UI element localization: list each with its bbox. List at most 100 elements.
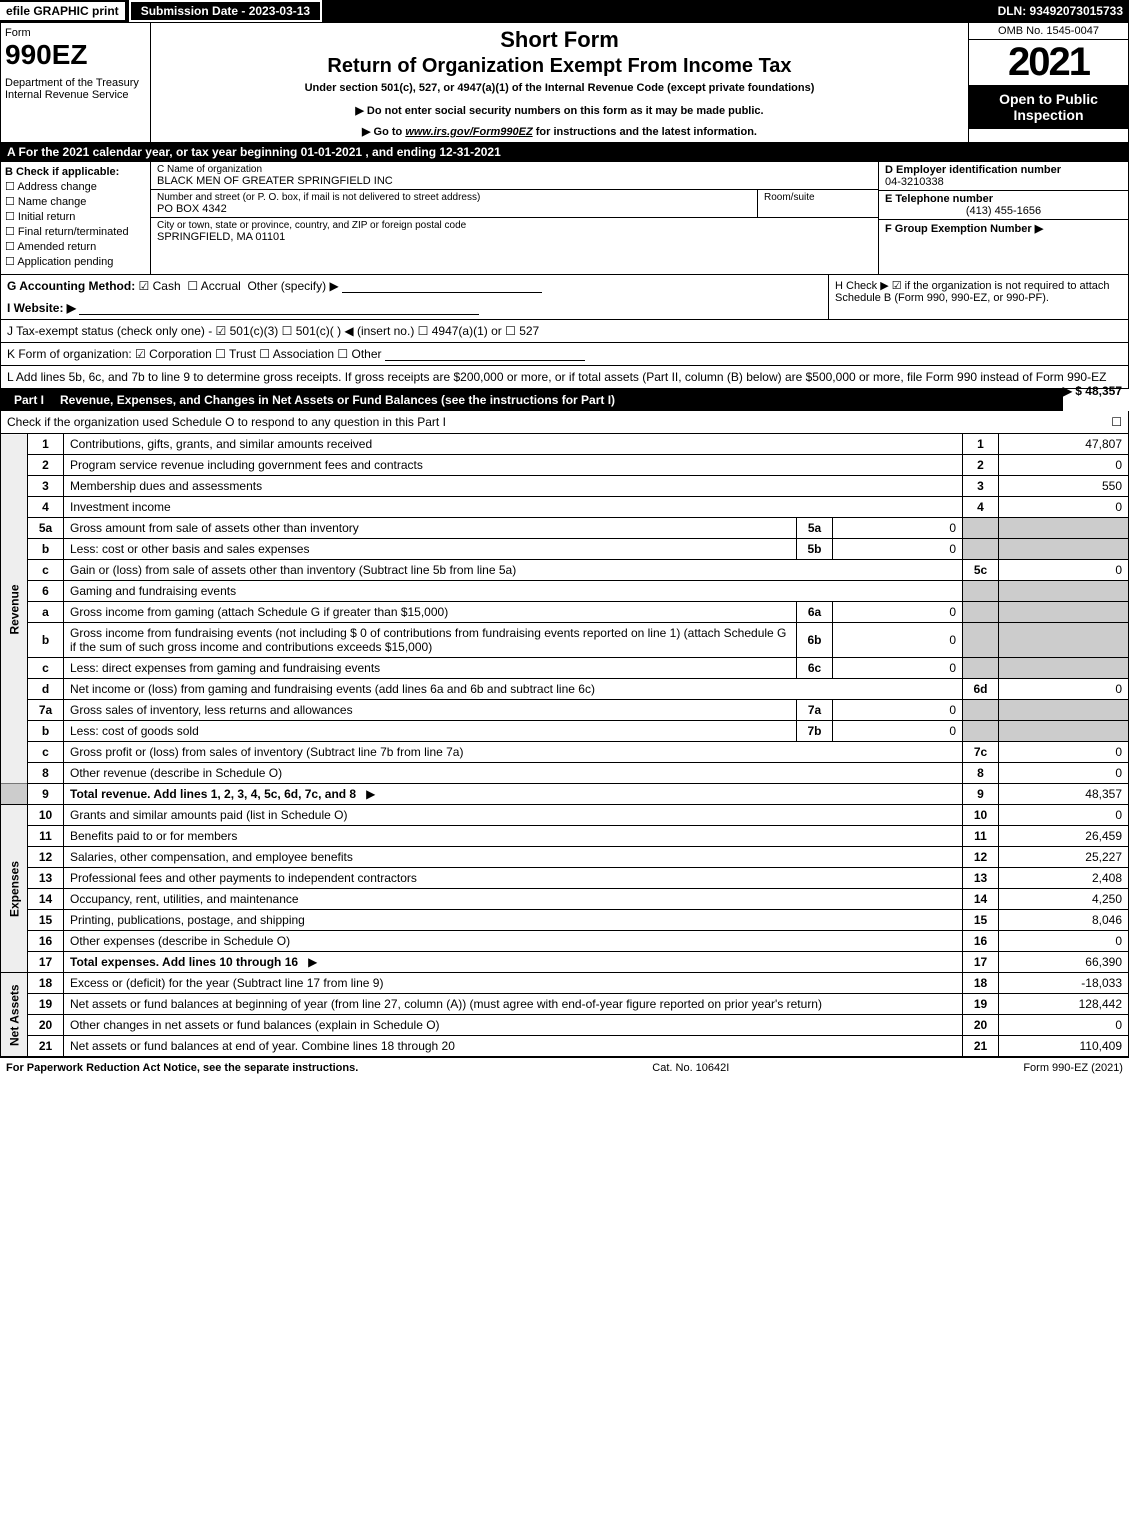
dln-label: DLN: 93492073015733 (992, 2, 1129, 20)
l12-boxnum: 12 (963, 847, 999, 868)
l6a-shade1 (963, 602, 999, 623)
l9-lead (1, 784, 28, 805)
l13-boxnum: 13 (963, 868, 999, 889)
donot-text: ▶ Do not enter social security numbers o… (155, 104, 964, 117)
line-8: 8 Other revenue (describe in Schedule O)… (1, 763, 1129, 784)
l19-boxval: 128,442 (999, 994, 1129, 1015)
part1-check-text: Check if the organization used Schedule … (7, 415, 446, 429)
l6c-subnum: 6c (797, 658, 833, 679)
l7c-desc: Gross profit or (loss) from sales of inv… (64, 742, 963, 763)
room-label: Room/suite (764, 192, 872, 203)
footer-cat: Cat. No. 10642I (652, 1062, 729, 1074)
l9-desc: Total revenue. Add lines 1, 2, 3, 4, 5c,… (64, 784, 963, 805)
l7c-boxnum: 7c (963, 742, 999, 763)
chk-address-change[interactable]: Address change (5, 180, 146, 193)
row-g: G Accounting Method: Cash Accrual Other … (1, 275, 828, 319)
org-name-label: C Name of organization (157, 164, 872, 175)
l14-boxval: 4,250 (999, 889, 1129, 910)
line-14: 14Occupancy, rent, utilities, and mainte… (1, 889, 1129, 910)
l18-boxnum: 18 (963, 973, 999, 994)
l20-desc: Other changes in net assets or fund bala… (64, 1015, 963, 1036)
g-other[interactable]: Other (specify) ▶ (247, 279, 338, 293)
line-13: 13Professional fees and other payments t… (1, 868, 1129, 889)
footer-form: Form 990-EZ (2021) (1023, 1062, 1123, 1074)
line-6c: c Less: direct expenses from gaming and … (1, 658, 1129, 679)
part1-check-box[interactable]: ☐ (1111, 415, 1122, 429)
row-a-tax-year: A For the 2021 calendar year, or tax yea… (0, 143, 1129, 162)
l2-num: 2 (28, 455, 64, 476)
website-input[interactable] (79, 301, 479, 315)
g-accrual[interactable]: Accrual (187, 279, 240, 293)
l6-shade2 (999, 581, 1129, 602)
line-11: 11Benefits paid to or for members1126,45… (1, 826, 1129, 847)
org-name: BLACK MEN OF GREATER SPRINGFIELD INC (157, 175, 872, 187)
city-label: City or town, state or province, country… (157, 220, 872, 231)
revenue-label: Revenue (1, 434, 28, 784)
form-header: Form 990EZ Department of the Treasury In… (0, 22, 1129, 143)
l9-boxnum: 9 (963, 784, 999, 805)
l6a-subnum: 6a (797, 602, 833, 623)
line-6d: d Net income or (loss) from gaming and f… (1, 679, 1129, 700)
g-cash[interactable]: Cash (139, 279, 181, 293)
l6b-num: b (28, 623, 64, 658)
l-text: L Add lines 5b, 6c, and 7b to line 9 to … (7, 370, 1106, 384)
chk-initial-return[interactable]: Initial return (5, 210, 146, 223)
l7b-shade1 (963, 721, 999, 742)
l11-boxnum: 11 (963, 826, 999, 847)
l7b-num: b (28, 721, 64, 742)
part1-label: Part I (6, 391, 52, 409)
goto-post: for instructions and the latest informat… (533, 126, 757, 138)
chk-amended-return[interactable]: Amended return (5, 240, 146, 253)
irs-link[interactable]: www.irs.gov/Form990EZ (405, 126, 532, 138)
omb-number: OMB No. 1545-0047 (969, 23, 1128, 40)
lines-table: Revenue 1 Contributions, gifts, grants, … (0, 434, 1129, 1057)
l11-num: 11 (28, 826, 64, 847)
line-5a: 5a Gross amount from sale of assets othe… (1, 518, 1129, 539)
address-row: Number and street (or P. O. box, if mail… (151, 190, 878, 218)
col-b-checkboxes: B Check if applicable: Address change Na… (1, 162, 151, 274)
l16-num: 16 (28, 931, 64, 952)
efile-label: efile GRAPHIC print (0, 2, 125, 20)
l7a-subnum: 7a (797, 700, 833, 721)
chk-application-pending[interactable]: Application pending (5, 255, 146, 268)
l6a-shade2 (999, 602, 1129, 623)
l15-desc: Printing, publications, postage, and shi… (64, 910, 963, 931)
l4-desc: Investment income (64, 497, 963, 518)
l7a-shade2 (999, 700, 1129, 721)
k-other-input[interactable] (385, 347, 585, 361)
l6d-desc: Net income or (loss) from gaming and fun… (64, 679, 963, 700)
l4-num: 4 (28, 497, 64, 518)
l15-boxnum: 15 (963, 910, 999, 931)
row-g-h: G Accounting Method: Cash Accrual Other … (0, 275, 1129, 320)
l20-boxnum: 20 (963, 1015, 999, 1036)
l6c-shade1 (963, 658, 999, 679)
l19-boxnum: 19 (963, 994, 999, 1015)
l5b-desc: Less: cost or other basis and sales expe… (64, 539, 797, 560)
l6c-desc: Less: direct expenses from gaming and fu… (64, 658, 797, 679)
l6-num: 6 (28, 581, 64, 602)
l9-boxval: 48,357 (999, 784, 1129, 805)
l15-num: 15 (28, 910, 64, 931)
l5c-num: c (28, 560, 64, 581)
l5a-subnum: 5a (797, 518, 833, 539)
chk-final-return[interactable]: Final return/terminated (5, 225, 146, 238)
l6d-boxval: 0 (999, 679, 1129, 700)
chk-name-change[interactable]: Name change (5, 195, 146, 208)
l12-desc: Salaries, other compensation, and employ… (64, 847, 963, 868)
part1-title: Revenue, Expenses, and Changes in Net As… (60, 393, 615, 407)
form-number: 990EZ (5, 39, 146, 71)
header-left: Form 990EZ Department of the Treasury In… (1, 23, 151, 142)
l6c-shade2 (999, 658, 1129, 679)
room-cell: Room/suite (758, 190, 878, 217)
l7b-subnum: 7b (797, 721, 833, 742)
line-15: 15Printing, publications, postage, and s… (1, 910, 1129, 931)
k-text: K Form of organization: ☑ Corporation ☐ … (7, 347, 382, 361)
l6a-desc: Gross income from gaming (attach Schedul… (64, 602, 797, 623)
footer-fpra: For Paperwork Reduction Act Notice, see … (6, 1062, 358, 1074)
street-address: PO BOX 4342 (157, 203, 751, 215)
line-7a: 7a Gross sales of inventory, less return… (1, 700, 1129, 721)
l6b-shade2 (999, 623, 1129, 658)
l6-shade1 (963, 581, 999, 602)
l5c-boxval: 0 (999, 560, 1129, 581)
g-other-input[interactable] (342, 279, 542, 293)
